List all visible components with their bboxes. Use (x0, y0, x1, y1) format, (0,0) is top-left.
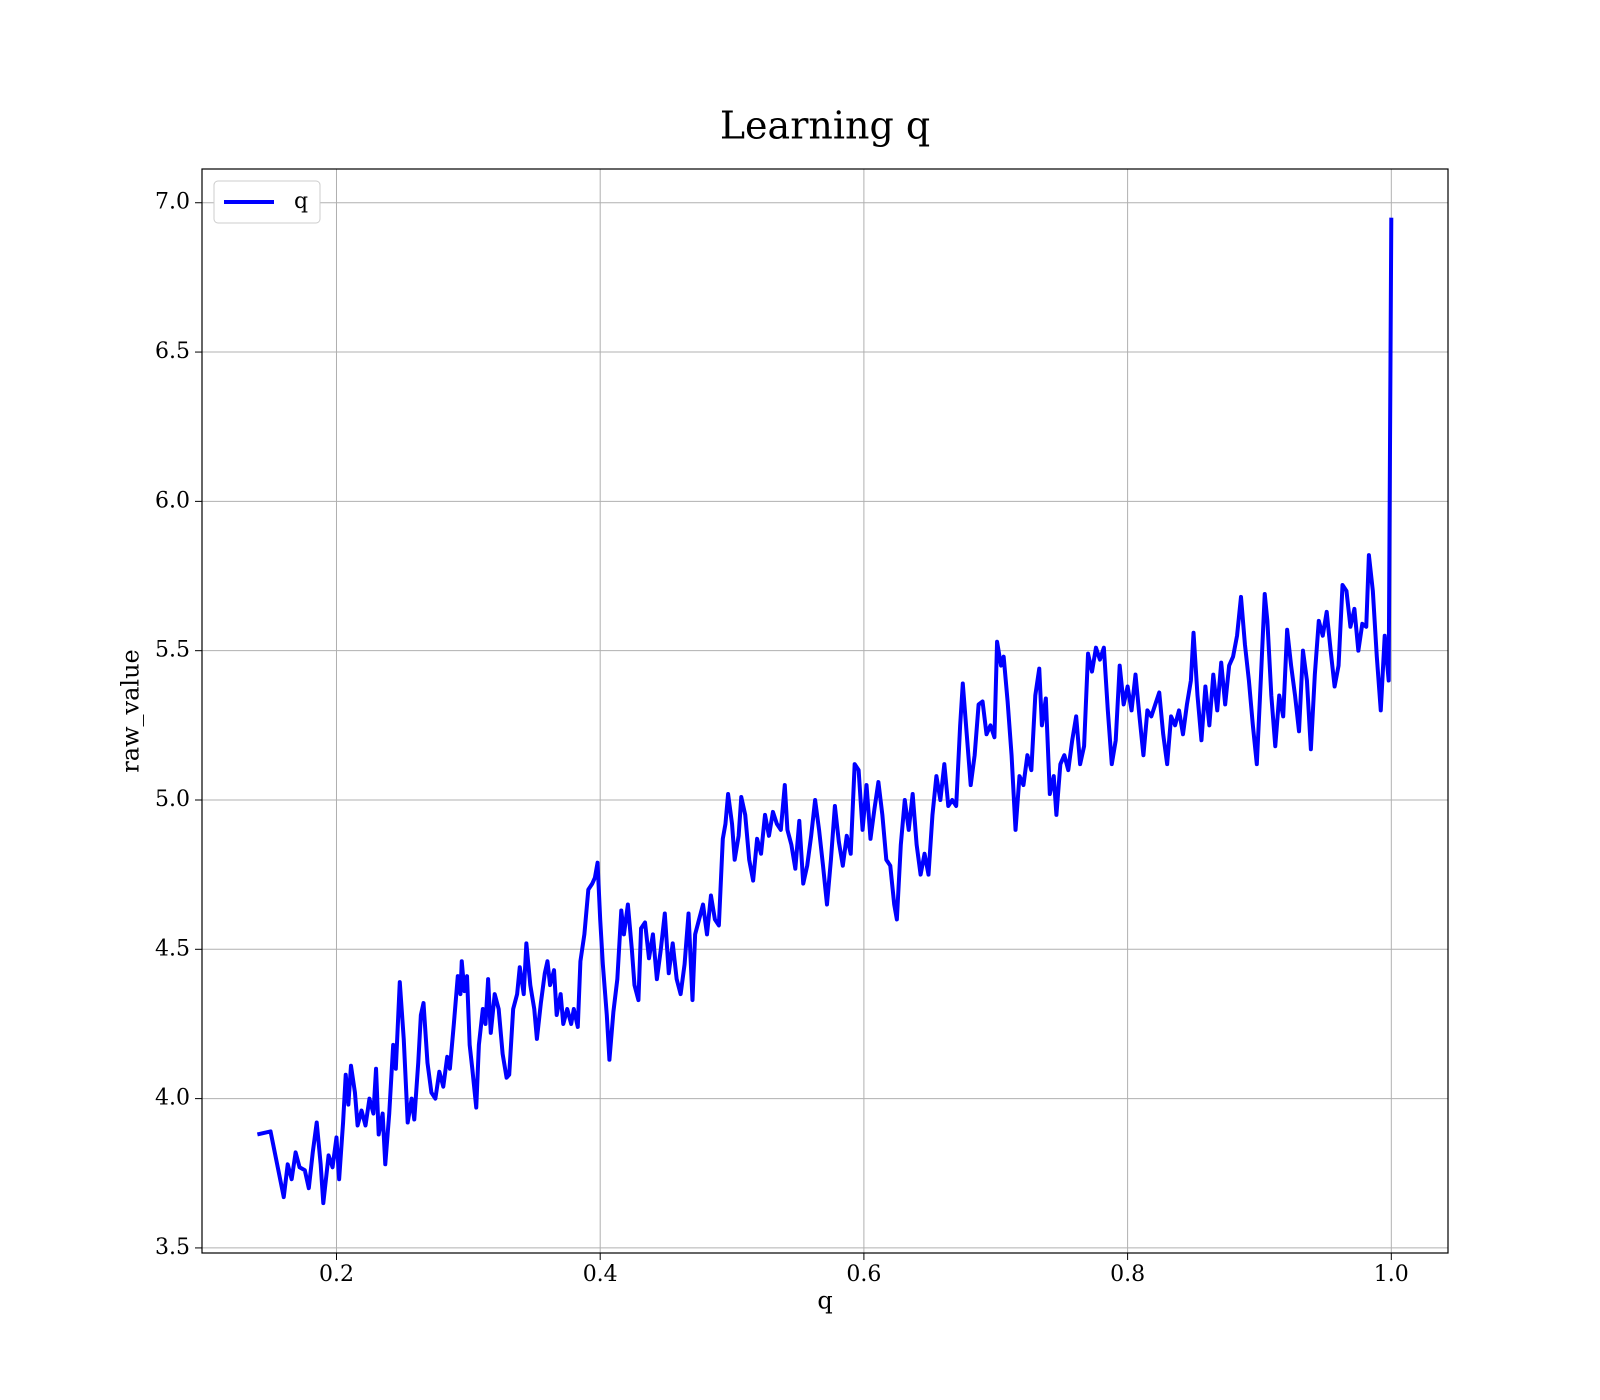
x-tick-label: 0.6 (846, 1262, 881, 1287)
y-tick-label: 6.0 (155, 488, 190, 513)
legend-label: q (294, 189, 308, 214)
y-axis-label: raw_value (117, 649, 145, 773)
y-tick-label: 5.0 (155, 787, 190, 812)
y-tick-label: 3.5 (155, 1235, 190, 1260)
y-tick-label: 4.5 (155, 936, 190, 961)
legend: q (213, 180, 321, 224)
line-series (256, 217, 1394, 1206)
plot-frame (201, 168, 1449, 1254)
y-tick-label: 4.0 (155, 1086, 190, 1111)
x-axis-label: q (817, 1287, 832, 1315)
y-tick-label: 7.0 (155, 190, 190, 215)
x-tick-label: 0.4 (583, 1262, 618, 1287)
x-tick-label: 0.2 (319, 1262, 354, 1287)
y-tick-label: 5.5 (155, 638, 190, 663)
x-tick-label: 0.8 (1110, 1262, 1145, 1287)
y-tick-label: 6.5 (155, 339, 190, 364)
x-tick-label: 1.0 (1374, 1262, 1409, 1287)
chart-title: Learning q (720, 104, 930, 148)
